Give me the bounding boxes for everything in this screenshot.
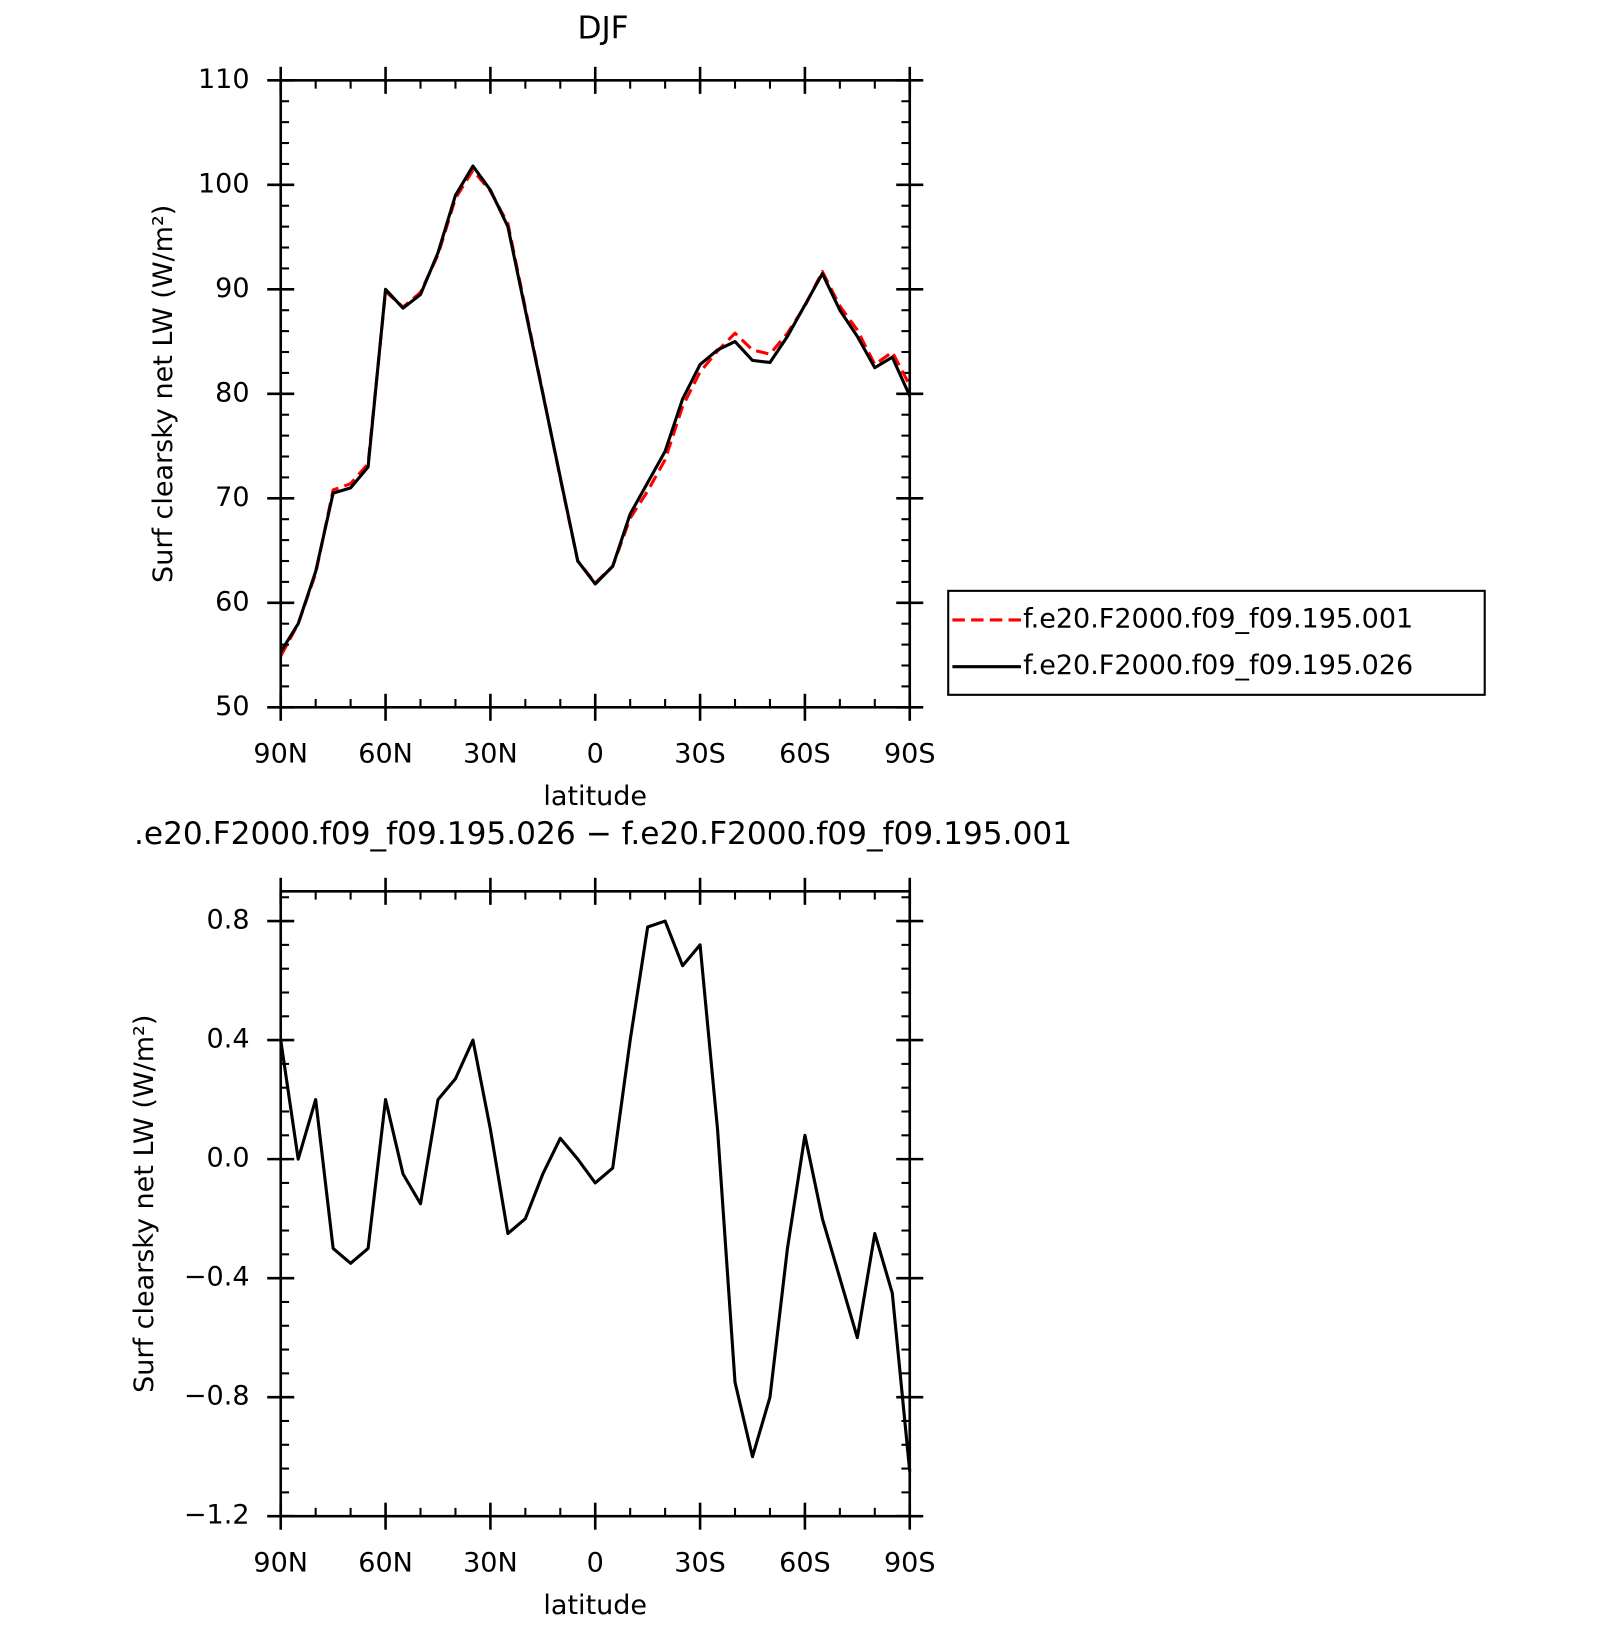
x-tick-label: 90N bbox=[253, 739, 308, 770]
x-tick-label: 30S bbox=[674, 739, 726, 770]
x-axis-label: latitude bbox=[543, 781, 647, 812]
y-axis-label: Surf clearsky net LW (W/m²) bbox=[129, 1015, 160, 1393]
x-tick-label: 90N bbox=[253, 1548, 308, 1579]
x-axis-label: latitude bbox=[543, 1590, 647, 1621]
x-tick-label: 60N bbox=[358, 1548, 413, 1579]
x-tick-label: 30N bbox=[463, 739, 518, 770]
chart-title: .e20.F2000.f09_f09.195.026 − f.e20.F2000… bbox=[134, 816, 1072, 852]
y-tick-label: −1.2 bbox=[184, 1500, 250, 1531]
y-tick-label: 90 bbox=[215, 273, 249, 304]
y-tick-label: 50 bbox=[215, 691, 249, 722]
x-tick-label: 90S bbox=[884, 1548, 936, 1579]
plot-frame bbox=[279, 890, 912, 1518]
y-tick-label: 70 bbox=[215, 482, 249, 513]
legend-label: f.e20.F2000.f09_f09.195.001 bbox=[1023, 603, 1413, 634]
x-tick-label: 60S bbox=[779, 1548, 831, 1579]
legend-label: f.e20.F2000.f09_f09.195.026 bbox=[1023, 650, 1413, 681]
y-tick-label: 0.4 bbox=[207, 1024, 250, 1055]
y-tick-label: 0.0 bbox=[207, 1143, 250, 1174]
y-tick-label: 80 bbox=[215, 377, 249, 408]
y-tick-label: 110 bbox=[198, 64, 250, 95]
y-tick-label: −0.4 bbox=[184, 1262, 250, 1293]
data-line bbox=[279, 164, 912, 653]
y-axis-label: Surf clearsky net LW (W/m²) bbox=[148, 205, 179, 583]
legend-box bbox=[947, 589, 1486, 696]
data-line bbox=[279, 919, 912, 1472]
x-tick-label: 90S bbox=[884, 739, 936, 770]
plot-frame bbox=[279, 79, 912, 709]
x-tick-label: 60S bbox=[779, 739, 831, 770]
x-tick-label: 0 bbox=[587, 1548, 604, 1579]
chart-title: DJF bbox=[577, 10, 628, 46]
x-tick-label: 60N bbox=[358, 739, 413, 770]
y-tick-label: 60 bbox=[215, 586, 249, 617]
y-tick-label: 100 bbox=[198, 168, 250, 199]
y-tick-label: −0.8 bbox=[184, 1381, 250, 1412]
x-tick-label: 30S bbox=[674, 1548, 726, 1579]
x-tick-label: 0 bbox=[587, 739, 604, 770]
x-tick-label: 30N bbox=[463, 1548, 518, 1579]
y-tick-label: 0.8 bbox=[207, 905, 250, 936]
